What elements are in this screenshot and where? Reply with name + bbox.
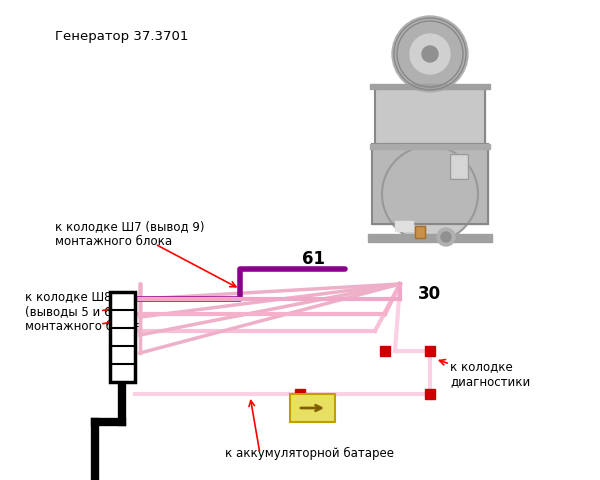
Bar bbox=[372, 144, 488, 225]
Bar bbox=[415, 227, 425, 239]
Text: к колодке Ш8
(выводы 5 и 6)
монтажного блока: к колодке Ш8 (выводы 5 и 6) монтажного б… bbox=[25, 289, 142, 332]
Bar bbox=[375, 90, 485, 144]
Bar bbox=[425, 346, 435, 356]
Text: 30: 30 bbox=[418, 285, 441, 302]
Bar bbox=[450, 155, 468, 180]
Bar bbox=[370, 85, 490, 90]
Bar bbox=[375, 90, 485, 144]
Circle shape bbox=[437, 228, 455, 247]
Text: к аккумуляторной батарее: к аккумуляторной батарее bbox=[225, 446, 394, 459]
Bar bbox=[368, 235, 492, 242]
Bar bbox=[290, 394, 335, 422]
Circle shape bbox=[392, 17, 468, 93]
Text: Генератор 37.3701: Генератор 37.3701 bbox=[55, 30, 188, 43]
Bar bbox=[380, 346, 390, 356]
Bar bbox=[415, 227, 425, 239]
Circle shape bbox=[382, 147, 478, 242]
Bar bbox=[395, 222, 413, 231]
Text: к колодке
диагностики: к колодке диагностики bbox=[450, 359, 530, 387]
Bar bbox=[372, 144, 488, 225]
Bar bbox=[425, 389, 435, 399]
Bar bbox=[110, 292, 135, 382]
Circle shape bbox=[410, 35, 450, 75]
Bar bbox=[370, 144, 490, 150]
Circle shape bbox=[441, 232, 451, 242]
Bar bbox=[295, 389, 305, 399]
Bar bbox=[450, 155, 468, 180]
Text: к колодке Ш7 (вывод 9)
монтажного блока: к колодке Ш7 (вывод 9) монтажного блока bbox=[55, 219, 205, 248]
Circle shape bbox=[422, 47, 438, 63]
Text: 61: 61 bbox=[302, 250, 325, 267]
